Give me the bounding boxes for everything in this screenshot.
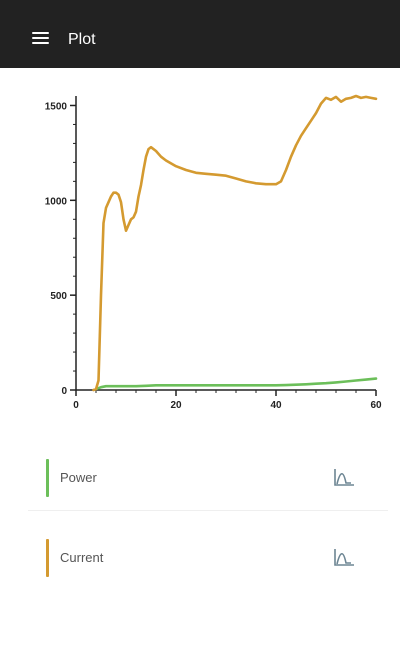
hamburger-menu-icon[interactable] (32, 32, 49, 44)
series-line-power (94, 377, 378, 391)
line-chart: 0 500 1000 1500 0 20 40 60 (45, 94, 382, 411)
y-tick-label: 1500 (45, 101, 68, 112)
y-tick-label: 0 (61, 386, 67, 397)
y-tick-label: 1000 (45, 196, 68, 207)
legend-item-current: Current (28, 526, 388, 590)
x-tick-label: 0 (73, 400, 79, 411)
page-title: Plot (68, 31, 96, 48)
power-color-swatch (46, 459, 49, 497)
line-chart-icon[interactable] (332, 466, 356, 490)
series-line-current (92, 94, 378, 392)
legend-label-power: Power (60, 470, 97, 485)
current-color-swatch (46, 539, 49, 577)
line-chart-icon[interactable] (332, 546, 356, 570)
legend-label-current: Current (60, 550, 104, 565)
x-tick-label: 60 (370, 400, 382, 411)
legend-item-power: Power (28, 446, 388, 511)
x-tick-label: 20 (170, 400, 182, 411)
y-tick-label: 500 (50, 291, 67, 302)
app-bar: Plot (0, 0, 400, 68)
x-tick-label: 40 (270, 400, 282, 411)
